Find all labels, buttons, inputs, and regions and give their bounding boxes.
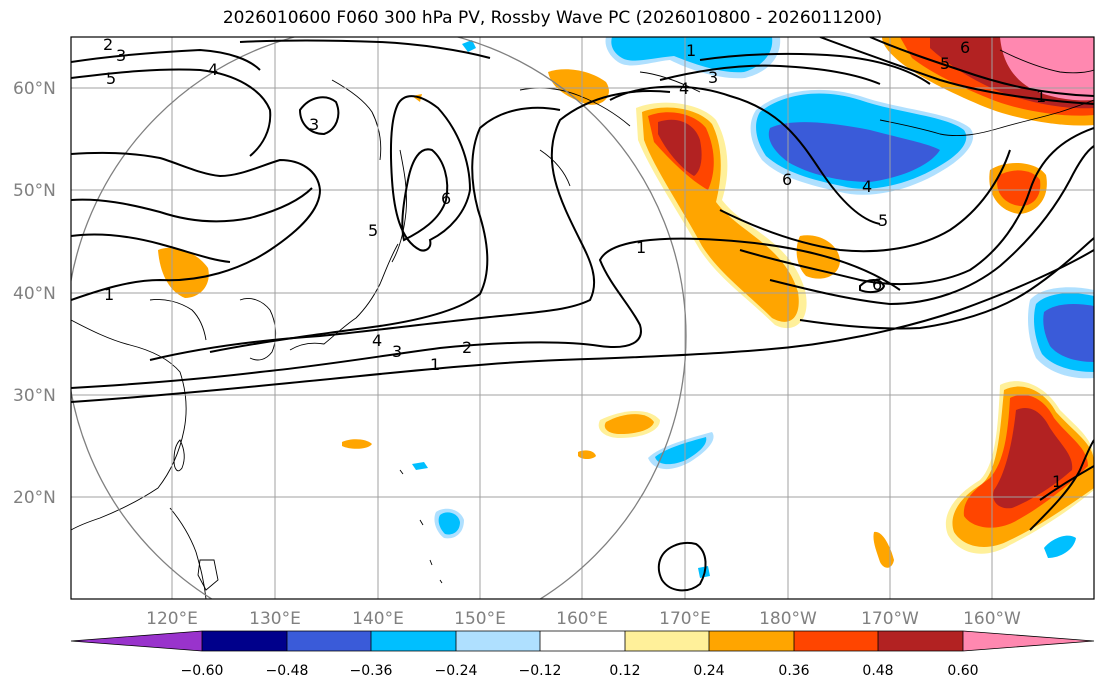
- colorbar-segment: [287, 631, 371, 651]
- colorbar-segment: [625, 631, 709, 651]
- contour-label: 3: [116, 46, 126, 65]
- contour-label: 3: [309, 115, 319, 134]
- colorbar-tick-label: −0.60: [181, 663, 224, 679]
- colorbar-segment: [709, 631, 794, 651]
- colorbar-tick-label: −0.12: [519, 663, 562, 679]
- gridlines: [71, 37, 1094, 599]
- colorbar-extend-low: [71, 631, 202, 651]
- pv-negative-shading: [412, 37, 1094, 578]
- map-frame: [70, 36, 1095, 600]
- colorbar-extend-high: [963, 631, 1094, 651]
- pv-contours: [71, 37, 1094, 592]
- colorbar-tick-label: 0.60: [947, 663, 978, 679]
- pv-positive-shading: [158, 37, 1094, 568]
- colorbar-segment: [371, 631, 456, 651]
- colorbar-segment: [202, 631, 287, 651]
- lon-label: 140°E: [352, 609, 404, 629]
- colorbar-segment: [794, 631, 878, 651]
- colorbar-tick-label: −0.36: [350, 663, 393, 679]
- contour-label: 4: [208, 60, 218, 79]
- contour-label: 6: [782, 170, 792, 189]
- lat-label: 40°N: [13, 284, 56, 304]
- contour-label: 1: [104, 285, 114, 304]
- colorbar-tick-label: 0.48: [862, 663, 893, 679]
- contour-label: 6: [960, 38, 970, 57]
- longitude-labels: 120°E 130°E 140°E 150°E 160°E 170°E 180°…: [146, 609, 1021, 629]
- lon-label: 160°W: [963, 609, 1021, 629]
- contour-label: 5: [878, 211, 888, 230]
- contour-label: 4: [862, 177, 872, 196]
- lon-label: 130°E: [249, 609, 301, 629]
- contour-label: 4: [372, 331, 382, 350]
- colorbar: −0.60 −0.48 −0.36 −0.24 −0.12 0.12 0.24 …: [70, 630, 1095, 679]
- coastlines: [71, 49, 1094, 599]
- lon-label: 170°E: [659, 609, 711, 629]
- colorbar-segment: [456, 631, 540, 651]
- contour-label: 2: [103, 35, 113, 54]
- contour-label: 5: [106, 69, 116, 88]
- contour-labels: 2 3 5 4 3 6 5 4 3 2 1 1 4 3 1 1 6 4 5 6 …: [103, 35, 1062, 491]
- lon-label: 180°W: [759, 609, 817, 629]
- colorbar-segment: [540, 631, 625, 651]
- latitude-labels: 60°N 50°N 40°N 30°N 20°N: [13, 79, 56, 508]
- map-title: 2026010600 F060 300 hPa PV, Rossby Wave …: [222, 8, 883, 28]
- rossby-domain-circle: [71, 37, 687, 599]
- contour-label: 2: [462, 338, 472, 357]
- lon-label: 160°E: [556, 609, 608, 629]
- lat-label: 60°N: [13, 79, 56, 99]
- contour-label: 5: [940, 54, 950, 73]
- contour-label: 6: [872, 275, 882, 294]
- contour-label: 5: [368, 221, 378, 240]
- lat-label: 30°N: [13, 386, 56, 406]
- contour-label: 6: [441, 189, 451, 208]
- colorbar-tick-label: 0.36: [778, 663, 809, 679]
- colorbar-tick-label: −0.24: [435, 663, 478, 679]
- lon-label: 120°E: [146, 609, 198, 629]
- colorbar-tick-label: −0.48: [266, 663, 309, 679]
- contour-label: 1: [1052, 472, 1062, 491]
- contour-label: 1: [636, 238, 646, 257]
- contour-label: 3: [708, 68, 718, 87]
- contour-label: 3: [392, 342, 402, 361]
- map-canvas: 2 3 5 4 3 6 5 4 3 2 1 1 4 3 1 1 6 4 5 6 …: [71, 35, 1094, 599]
- colorbar-segment: [878, 631, 963, 651]
- contour-label: 4: [679, 79, 689, 98]
- contour-label: 1: [430, 355, 440, 374]
- contour-label: 1: [1036, 87, 1046, 106]
- lat-label: 50°N: [13, 181, 56, 201]
- lon-label: 170°W: [861, 609, 919, 629]
- contour-label: 1: [686, 41, 696, 60]
- lat-label: 20°N: [13, 488, 56, 508]
- lon-label: 150°E: [454, 609, 506, 629]
- colorbar-tick-label: 0.12: [609, 663, 640, 679]
- colorbar-tick-label: 0.24: [693, 663, 724, 679]
